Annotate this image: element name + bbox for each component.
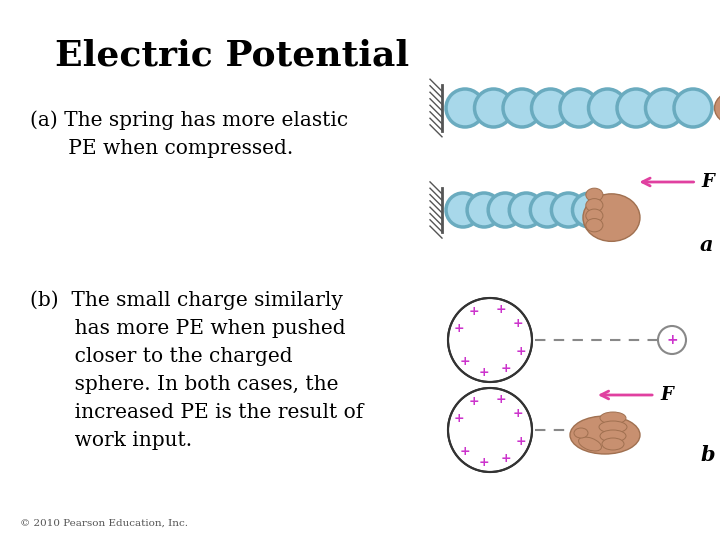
Circle shape: [588, 89, 626, 127]
Text: (a) The spring has more elastic
      PE when compressed.: (a) The spring has more elastic PE when …: [30, 110, 348, 158]
Text: +: +: [516, 435, 526, 448]
Circle shape: [448, 298, 532, 382]
Circle shape: [509, 193, 544, 227]
Ellipse shape: [714, 89, 720, 127]
Circle shape: [446, 89, 484, 127]
Circle shape: [658, 326, 686, 354]
Circle shape: [572, 193, 606, 227]
Ellipse shape: [583, 194, 640, 241]
Ellipse shape: [586, 219, 603, 232]
Text: a: a: [700, 235, 714, 255]
Text: +: +: [459, 444, 470, 457]
Text: +: +: [454, 413, 464, 426]
Ellipse shape: [586, 209, 603, 222]
Circle shape: [531, 89, 570, 127]
Ellipse shape: [600, 430, 626, 442]
Text: (b)  The small charge similarly
       has more PE when pushed
       closer to : (b) The small charge similarly has more …: [30, 290, 364, 450]
Text: +: +: [496, 303, 506, 316]
Text: +: +: [459, 355, 470, 368]
Text: b: b: [700, 445, 715, 465]
Text: +: +: [496, 393, 506, 406]
Text: +: +: [501, 452, 512, 465]
Ellipse shape: [574, 428, 588, 438]
Circle shape: [560, 89, 598, 127]
Circle shape: [617, 89, 655, 127]
Text: +: +: [479, 366, 490, 379]
Text: +: +: [516, 345, 526, 357]
Text: F: F: [660, 386, 672, 404]
Ellipse shape: [600, 412, 626, 424]
Circle shape: [474, 89, 513, 127]
Text: +: +: [513, 317, 523, 330]
Text: +: +: [468, 395, 479, 408]
Ellipse shape: [570, 416, 640, 454]
Ellipse shape: [586, 188, 603, 201]
Text: Electric Potential: Electric Potential: [55, 38, 409, 72]
Circle shape: [646, 89, 683, 127]
Circle shape: [503, 89, 541, 127]
Text: +: +: [468, 305, 479, 318]
Circle shape: [531, 193, 564, 227]
Text: +: +: [666, 333, 678, 347]
Circle shape: [446, 193, 480, 227]
Text: +: +: [454, 322, 464, 335]
Circle shape: [448, 388, 532, 472]
Circle shape: [552, 193, 585, 227]
Text: © 2010 Pearson Education, Inc.: © 2010 Pearson Education, Inc.: [20, 519, 188, 528]
Circle shape: [467, 193, 501, 227]
Text: F: F: [701, 173, 714, 191]
Circle shape: [674, 89, 712, 127]
Circle shape: [488, 193, 522, 227]
Text: +: +: [479, 456, 490, 469]
Ellipse shape: [586, 199, 603, 212]
Ellipse shape: [599, 421, 627, 433]
Ellipse shape: [602, 438, 624, 450]
Ellipse shape: [579, 437, 601, 451]
Text: +: +: [513, 407, 523, 420]
Text: +: +: [501, 362, 512, 375]
